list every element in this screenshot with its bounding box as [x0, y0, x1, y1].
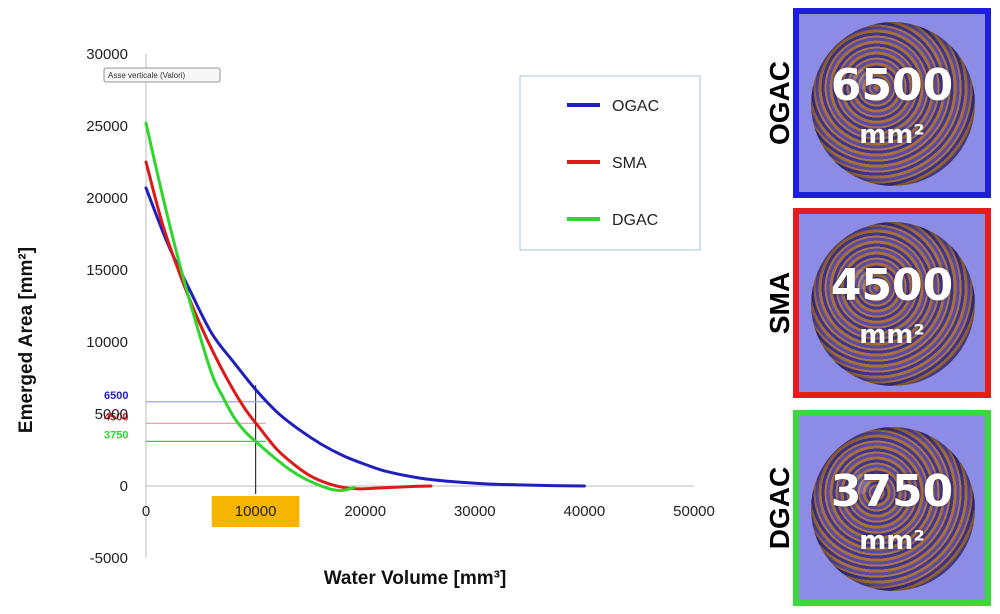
line-chart: 6500 4500 3750 -5000 0 5000 10000 15000 20000 250… [16, 46, 715, 589]
surface-sample-image [811, 22, 975, 186]
panel-ogac: 6500 mm² [793, 8, 991, 198]
panel-label-dgac: DGAC [764, 466, 795, 550]
x-tick-label: 10000 [235, 503, 277, 520]
reference-value-label: 3750 [104, 429, 128, 441]
reference-value-label: 6500 [104, 390, 128, 402]
legend-entry-dgac: DGAC [612, 212, 658, 229]
series-line-dgac [144, 121, 356, 492]
y-tick-label: 25000 [86, 118, 128, 135]
panel-sma: 4500 mm² [793, 208, 991, 398]
surface-sample-image [811, 222, 975, 386]
y-tick-label: 20000 [86, 190, 128, 207]
panel-value: 4500 [830, 260, 954, 311]
legend-entry-ogac: OGAC [612, 98, 659, 115]
panel-dgac: 3750 mm² [793, 410, 991, 606]
y-tick-label: 10000 [86, 334, 128, 351]
series-line-ogac [144, 186, 586, 488]
panel-label-ogac: OGAC [764, 61, 795, 145]
surface-sample-image [811, 427, 975, 591]
y-tick-label: 5000 [95, 406, 128, 423]
y-tick-label: 15000 [86, 262, 128, 279]
reference-value-label: 4500 [104, 411, 128, 423]
axis-tooltip: Asse verticale (Valori) [103, 67, 221, 83]
y-tick-label: 30000 [86, 46, 128, 63]
legend-box [519, 75, 701, 251]
reference-lines: 6500 4500 3750 [104, 385, 300, 527]
legend: OGAC SMA DGAC [519, 75, 701, 251]
tick-labels: -5000 0 5000 10000 15000 20000 25000 30000 0 1000… [86, 46, 715, 567]
tooltip-text: Asse verticale (Valori) [108, 71, 186, 80]
y-tick-label: -5000 [90, 550, 128, 567]
legend-entry-sma: SMA [612, 155, 647, 172]
x-tick-label: 50000 [673, 503, 715, 520]
panel-unit: mm² [859, 526, 925, 556]
y-axis-title: Emerged Area [mm²] [16, 247, 37, 433]
panel-label-sma: SMA [764, 271, 795, 335]
y-tick-label: 0 [120, 478, 128, 495]
x-tick-label: 0 [142, 503, 150, 520]
panel-unit: mm² [859, 120, 925, 150]
tooltip-box [103, 67, 221, 83]
x-axis-title: Water Volume [mm³] [324, 568, 507, 589]
x-tick-label: 20000 [344, 503, 386, 520]
series-line-sma [144, 160, 433, 491]
x-tick-label: 40000 [564, 503, 606, 520]
series-lines [144, 121, 586, 492]
x-highlight-box [211, 496, 300, 527]
x-tick-label: 30000 [454, 503, 496, 520]
panel-unit: mm² [859, 320, 925, 350]
panel-value: 3750 [830, 466, 954, 517]
panel-value: 6500 [830, 60, 954, 111]
